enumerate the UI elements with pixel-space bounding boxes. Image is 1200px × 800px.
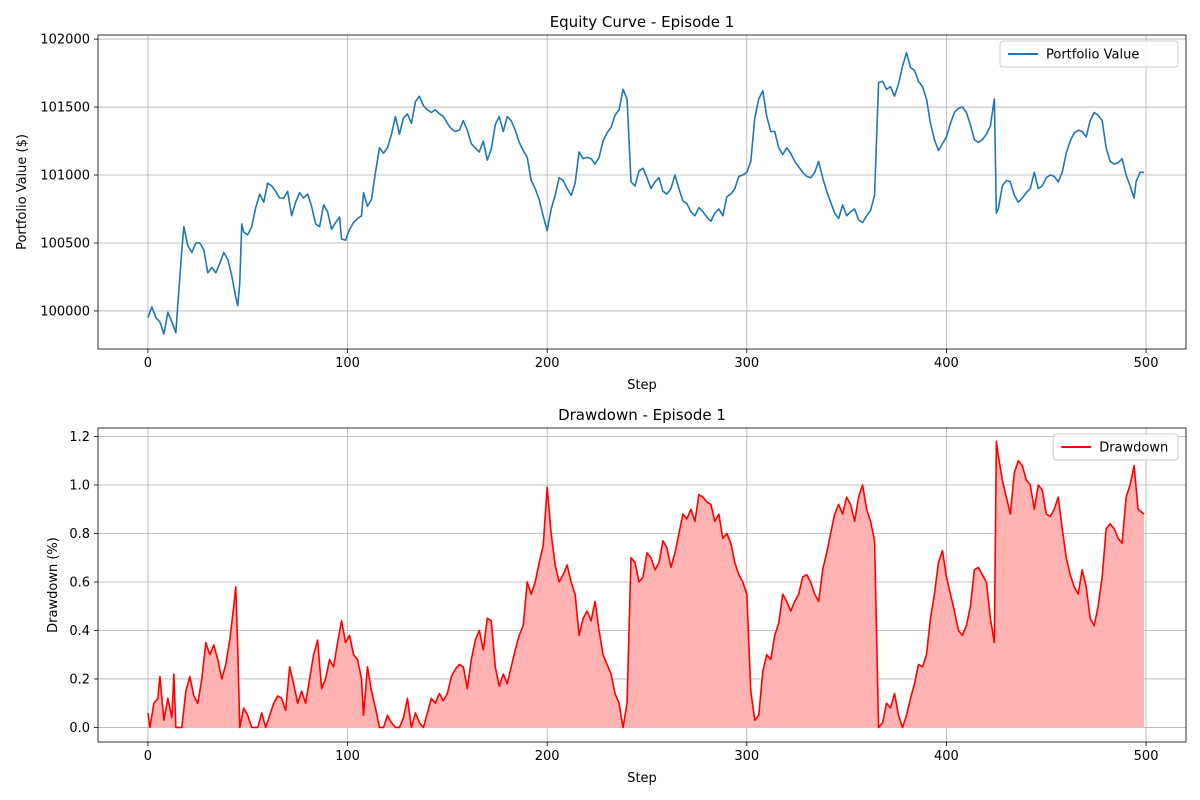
drawdown-xtick-label: 500 [1134, 749, 1159, 764]
drawdown-chart: 0 100 200 300 400 500 0.0 0.2 0.4 0.6 0.8 1.0 1.2 Dra… [46, 406, 1187, 786]
equity-xtick-label: 300 [734, 356, 759, 371]
equity-xtick-label: 100 [335, 356, 360, 371]
equity-chart: 0 100 200 300 400 500 100000 100500 101000 101500… [15, 13, 1187, 393]
equity-ytick-label: 100500 [40, 236, 90, 251]
drawdown-ytick-label: 0.4 [69, 624, 90, 639]
equity-xtick-label: 500 [1134, 356, 1159, 371]
equity-y-axis-label: Portfolio Value ($) [15, 134, 30, 250]
equity-series-line [147, 51, 1145, 335]
drawdown-xtick-label: 100 [335, 749, 360, 764]
drawdown-area-fill [147, 441, 1145, 728]
drawdown-xtick-label: 300 [734, 749, 759, 764]
drawdown-series-line [147, 440, 1145, 729]
drawdown-ytick-label: 0.2 [69, 672, 90, 687]
drawdown-ytick-label: 1.2 [69, 430, 90, 445]
drawdown-legend-label: Drawdown [1099, 441, 1168, 456]
equity-x-axis-label: Step [627, 378, 657, 393]
equity-ytick-label: 101000 [40, 169, 90, 184]
equity-xtick-label: 0 [144, 356, 152, 371]
equity-ytick-label: 100000 [40, 304, 90, 319]
drawdown-chart-title: Drawdown - Episode 1 [558, 406, 726, 424]
drawdown-y-axis-label: Drawdown (%) [46, 537, 61, 633]
equity-ytick-label: 102000 [40, 33, 90, 48]
equity-chart-title: Equity Curve - Episode 1 [550, 13, 735, 31]
drawdown-x-axis-label: Step [627, 771, 657, 786]
drawdown-plot-frame [97, 427, 1187, 743]
equity-plot-frame [97, 34, 1187, 350]
drawdown-ytick-label: 0.8 [69, 527, 90, 542]
drawdown-xtick-label: 400 [934, 749, 959, 764]
drawdown-ytick-label: 1.0 [69, 478, 90, 493]
drawdown-xtick-label: 0 [144, 749, 152, 764]
equity-legend-label: Portfolio Value [1046, 48, 1139, 63]
drawdown-ytick-label: 0.0 [69, 721, 90, 736]
drawdown-ytick-label: 0.6 [69, 575, 90, 590]
drawdown-xtick-label: 200 [535, 749, 560, 764]
equity-xtick-label: 400 [934, 356, 959, 371]
equity-xtick-label: 200 [535, 356, 560, 371]
equity-ytick-label: 101500 [40, 101, 90, 116]
drawdown-legend [1052, 433, 1179, 461]
equity-legend [999, 40, 1179, 68]
